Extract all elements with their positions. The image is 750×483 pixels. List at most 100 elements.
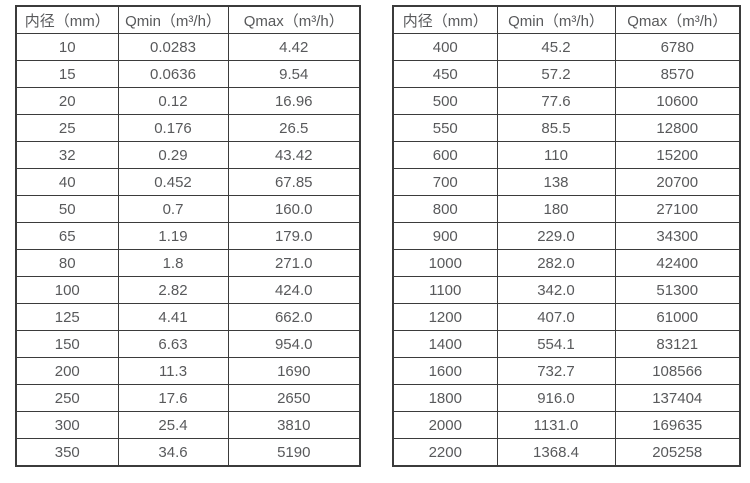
- table-cell: 12800: [614, 114, 741, 142]
- table-cell: 11.3: [117, 357, 229, 385]
- table-cell: 108566: [614, 357, 741, 385]
- column-header: Qmin（m³/h）: [117, 5, 229, 34]
- table-cell: 554.1: [496, 330, 616, 358]
- table-row: 1600 732.7 108566: [392, 357, 741, 385]
- table-cell: 15: [15, 60, 119, 88]
- table-cell: 5190: [227, 438, 361, 467]
- table-cell: 1.19: [117, 222, 229, 250]
- table-row: 2200 1368.4 205258: [392, 438, 741, 467]
- table-row: 500 77.6 10600: [392, 87, 741, 115]
- table-cell: 407.0: [496, 303, 616, 331]
- table-row: 50 0.7 160.0: [15, 195, 361, 223]
- table-cell: 954.0: [227, 330, 361, 358]
- table-cell: 271.0: [227, 249, 361, 277]
- table-cell: 2200: [392, 438, 498, 467]
- column-header: 内径（mm）: [15, 5, 119, 34]
- header-row: 内径（mm） Qmin（m³/h） Qmax（m³/h）: [392, 5, 741, 34]
- table-cell: 42400: [614, 249, 741, 277]
- table-cell: 110: [496, 141, 616, 169]
- table-cell: 45.2: [496, 33, 616, 61]
- table-cell: 0.0636: [117, 60, 229, 88]
- column-header: Qmax（m³/h）: [227, 5, 361, 34]
- table-cell: 916.0: [496, 384, 616, 412]
- table-cell: 500: [392, 87, 498, 115]
- table-cell: 8570: [614, 60, 741, 88]
- table-cell: 0.12: [117, 87, 229, 115]
- table-row: 400 45.2 6780: [392, 33, 741, 61]
- table-cell: 550: [392, 114, 498, 142]
- table-cell: 0.452: [117, 168, 229, 196]
- table-row: 25 0.176 26.5: [15, 114, 361, 142]
- table-row: 10 0.0283 4.42: [15, 33, 361, 61]
- table-cell: 25: [15, 114, 119, 142]
- table-cell: 350: [15, 438, 119, 467]
- table-cell: 282.0: [496, 249, 616, 277]
- table-cell: 0.0283: [117, 33, 229, 61]
- table-cell: 424.0: [227, 276, 361, 304]
- table-cell: 0.7: [117, 195, 229, 223]
- table-header: 内径（mm） Qmin（m³/h） Qmax（m³/h）: [392, 5, 741, 34]
- column-header: 内径（mm）: [392, 5, 498, 34]
- table-cell: 150: [15, 330, 119, 358]
- table-cell: 6.63: [117, 330, 229, 358]
- table-cell: 1100: [392, 276, 498, 304]
- header-row: 内径（mm） Qmin（m³/h） Qmax（m³/h）: [15, 5, 361, 34]
- table-cell: 160.0: [227, 195, 361, 223]
- table-row: 1400 554.1 83121: [392, 330, 741, 358]
- table-cell: 32: [15, 141, 119, 169]
- table-cell: 2.82: [117, 276, 229, 304]
- table-row: 15 0.0636 9.54: [15, 60, 361, 88]
- table-cell: 732.7: [496, 357, 616, 385]
- table-row: 100 2.82 424.0: [15, 276, 361, 304]
- table-cell: 600: [392, 141, 498, 169]
- table-row: 1200 407.0 61000: [392, 303, 741, 331]
- table-row: 450 57.2 8570: [392, 60, 741, 88]
- table-cell: 34.6: [117, 438, 229, 467]
- table-cell: 50: [15, 195, 119, 223]
- table-row: 600 110 15200: [392, 141, 741, 169]
- table-cell: 450: [392, 60, 498, 88]
- table-cell: 1690: [227, 357, 361, 385]
- table-cell: 67.85: [227, 168, 361, 196]
- table-cell: 3810: [227, 411, 361, 439]
- table-cell: 1368.4: [496, 438, 616, 467]
- table-cell: 25.4: [117, 411, 229, 439]
- table-cell: 85.5: [496, 114, 616, 142]
- table-row: 125 4.41 662.0: [15, 303, 361, 331]
- column-header: Qmin（m³/h）: [496, 5, 616, 34]
- table-cell: 169635: [614, 411, 741, 439]
- table-cell: 6780: [614, 33, 741, 61]
- table-cell: 65: [15, 222, 119, 250]
- table-cell: 342.0: [496, 276, 616, 304]
- table-cell: 27100: [614, 195, 741, 223]
- table-cell: 125: [15, 303, 119, 331]
- column-header: Qmax（m³/h）: [614, 5, 741, 34]
- table-cell: 17.6: [117, 384, 229, 412]
- table-cell: 26.5: [227, 114, 361, 142]
- table-cell: 43.42: [227, 141, 361, 169]
- table-cell: 0.176: [117, 114, 229, 142]
- table-cell: 61000: [614, 303, 741, 331]
- table-cell: 0.29: [117, 141, 229, 169]
- table-cell: 138: [496, 168, 616, 196]
- table-body: 10 0.0283 4.42 15 0.0636 9.54 20 0.12 16.96 25 0.1…: [15, 33, 361, 467]
- table-cell: 700: [392, 168, 498, 196]
- table-cell: 4.41: [117, 303, 229, 331]
- table-row: 350 34.6 5190: [15, 438, 361, 467]
- table-row: 150 6.63 954.0: [15, 330, 361, 358]
- flow-spec-table-small-diameters: 内径（mm） Qmin（m³/h） Qmax（m³/h） 10 0.0283 4.42 1…: [15, 5, 361, 467]
- table-cell: 16.96: [227, 87, 361, 115]
- table-row: 300 25.4 3810: [15, 411, 361, 439]
- table-cell: 300: [15, 411, 119, 439]
- table-cell: 57.2: [496, 60, 616, 88]
- table-header: 内径（mm） Qmin（m³/h） Qmax（m³/h）: [15, 5, 361, 34]
- table-cell: 800: [392, 195, 498, 223]
- table-cell: 4.42: [227, 33, 361, 61]
- table-cell: 400: [392, 33, 498, 61]
- table-cell: 205258: [614, 438, 741, 467]
- table-cell: 137404: [614, 384, 741, 412]
- table-row: 1800 916.0 137404: [392, 384, 741, 412]
- table-cell: 83121: [614, 330, 741, 358]
- table-cell: 100: [15, 276, 119, 304]
- table-cell: 1.8: [117, 249, 229, 277]
